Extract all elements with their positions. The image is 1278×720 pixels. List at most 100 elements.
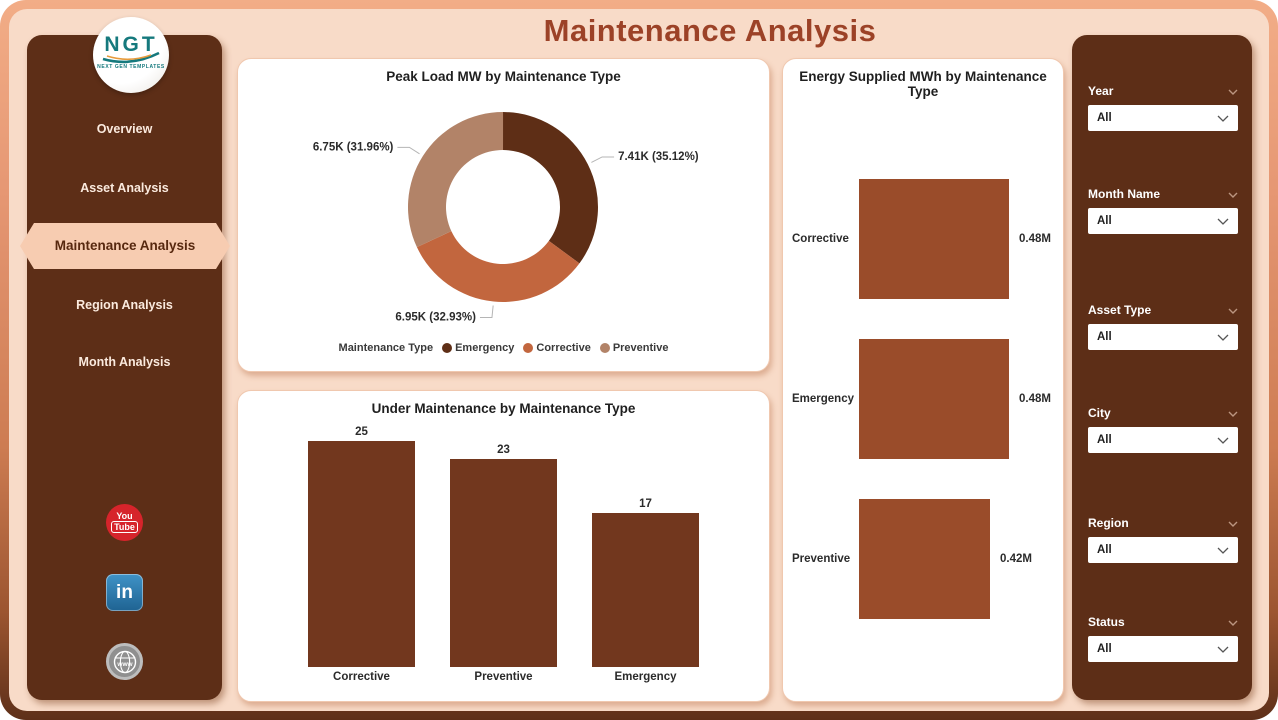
svg-text:www: www (116, 661, 133, 668)
bar-value-label: 25 (355, 426, 368, 438)
label-leader-line (479, 305, 494, 318)
youtube-text: You (116, 511, 133, 521)
filter-year-dropdown[interactable]: All (1088, 105, 1238, 131)
filter-city-dropdown[interactable]: All (1088, 427, 1238, 453)
chevron-down-icon[interactable] (1228, 404, 1238, 422)
chevron-down-icon[interactable] (1228, 514, 1238, 532)
filter-header: Region (1088, 514, 1238, 532)
logo-text: NGT (104, 33, 158, 56)
bar-corrective[interactable] (859, 179, 1009, 299)
filter-selected-value: All (1097, 544, 1112, 556)
peak-load-card: Peak Load MW by Maintenance Type 7.41K (… (237, 58, 770, 372)
energy-supplied-card: Energy Supplied MWh by Maintenance Type … (782, 58, 1064, 702)
sidebar-item-label: Region Analysis (76, 298, 173, 312)
chevron-down-icon (1217, 109, 1229, 127)
bar-emergency[interactable] (859, 339, 1009, 459)
logo-swoosh-icon (102, 51, 160, 64)
bar-category-label: Emergency (792, 393, 855, 405)
filter-header: Status (1088, 613, 1238, 631)
sidebar-item-asset-analysis[interactable]: Asset Analysis (27, 176, 222, 200)
donut-slice-preventive[interactable] (408, 111, 504, 248)
filter-city: City All (1088, 404, 1238, 453)
bar-value-label: 0.42M (1000, 553, 1032, 565)
linkedin-icon[interactable]: in (106, 574, 143, 611)
energy-supplied-bar-chart: Corrective 0.48M Emergency 0.48M Preventive 0… (783, 179, 1063, 659)
page-title: Maintenance Analysis (543, 13, 877, 48)
filter-status-dropdown[interactable]: All (1088, 636, 1238, 662)
peak-load-donut-chart[interactable]: 7.41K (35.12%) 6.95K (32.93%) 6.75K (31.96… (238, 87, 769, 337)
website-icon[interactable]: www (106, 643, 143, 680)
chevron-down-icon[interactable] (1228, 613, 1238, 631)
bar-value-label: 0.48M (1019, 233, 1051, 245)
legend-label: Preventive (612, 342, 669, 354)
bar-row-emergency: Emergency 0.48M (783, 339, 1063, 459)
legend-item-corrective[interactable]: Corrective (523, 342, 591, 354)
label-leader-line (397, 146, 420, 155)
filter-selected-value: All (1097, 434, 1112, 446)
bar-value-label: 0.48M (1019, 393, 1051, 405)
chevron-down-icon (1217, 431, 1229, 449)
filter-label: Year (1088, 84, 1114, 98)
bar-row-preventive: Preventive 0.42M (783, 499, 1063, 619)
chevron-down-icon (1217, 328, 1229, 346)
bar-column-preventive: 23 Preventive (450, 444, 557, 687)
linkedin-text: in (116, 581, 133, 603)
bar-category-label: Preventive (474, 671, 533, 683)
filter-header: Month Name (1088, 185, 1238, 203)
filter-panel: Year All Month Name All Asset Type All City All… (1072, 35, 1252, 700)
sidebar-item-maintenance-analysis[interactable]: Maintenance Analysis (20, 223, 230, 269)
filter-region: Region All (1088, 514, 1238, 563)
bar-preventive[interactable] (450, 459, 557, 667)
bar-preventive[interactable] (859, 499, 990, 619)
logo-subtext: NEXT GEN TEMPLATES (97, 64, 165, 70)
legend-dot (599, 343, 610, 353)
donut-slice-corrective[interactable] (416, 231, 580, 302)
chevron-down-icon[interactable] (1228, 301, 1238, 319)
chevron-down-icon[interactable] (1228, 185, 1238, 203)
sidebar-item-label: Month Analysis (78, 355, 171, 369)
peak-load-title: Peak Load MW by Maintenance Type (386, 69, 621, 84)
sidebar-item-overview[interactable]: Overview (27, 117, 222, 141)
chevron-down-icon (1217, 541, 1229, 559)
filter-asset-type-dropdown[interactable]: All (1088, 324, 1238, 350)
filter-label: Asset Type (1088, 303, 1152, 317)
filter-status: Status All (1088, 613, 1238, 662)
youtube-icon[interactable]: You Tube (106, 504, 143, 541)
donut-slice-emergency[interactable] (503, 112, 598, 264)
bar-category-label: Corrective (792, 233, 849, 245)
filter-month-name: Month Name All (1088, 185, 1238, 234)
chart-legend: Maintenance Type Emergency Corrective Preve… (238, 342, 769, 354)
filter-selected-value: All (1097, 643, 1112, 655)
label-leader-line (591, 156, 615, 163)
filter-header: Year (1088, 82, 1238, 100)
left-sidebar: NGT NEXT GEN TEMPLATES Overview Asset Ana… (27, 17, 222, 700)
sidebar-item-label: Overview (96, 122, 153, 136)
sidebar-item-region-analysis[interactable]: Region Analysis (27, 293, 222, 317)
legend-dot (442, 343, 453, 353)
legend-label: Corrective (536, 342, 591, 354)
chevron-down-icon (1217, 640, 1229, 658)
sidebar-item-label: Asset Analysis (80, 181, 169, 195)
donut-data-label: 6.75K (31.96%) (313, 141, 394, 153)
legend-item-emergency[interactable]: Emergency (442, 342, 514, 354)
filter-selected-value: All (1097, 331, 1112, 343)
filter-month-name-dropdown[interactable]: All (1088, 208, 1238, 234)
donut-data-label: 6.95K (32.93%) (395, 311, 476, 323)
sidebar-item-month-analysis[interactable]: Month Analysis (27, 350, 222, 374)
bar-category-label: Corrective (333, 671, 390, 683)
under-maintenance-bar-chart: 25 Corrective 23 Preventive 17 Emergency (238, 421, 769, 687)
under-maintenance-card: Under Maintenance by Maintenance Type 25… (237, 390, 770, 702)
legend-item-preventive[interactable]: Preventive (599, 342, 669, 354)
bar-row-corrective: Corrective 0.48M (783, 179, 1063, 299)
bar-corrective[interactable] (308, 441, 415, 667)
filter-region-dropdown[interactable]: All (1088, 537, 1238, 563)
ngt-logo: NGT NEXT GEN TEMPLATES (93, 17, 169, 93)
under-maintenance-title: Under Maintenance by Maintenance Type (371, 401, 636, 416)
donut-data-label: 7.41K (35.12%) (618, 151, 699, 163)
sidebar-item-label: Maintenance Analysis (54, 238, 196, 253)
legend-title: Maintenance Type (338, 342, 434, 354)
filter-asset-type: Asset Type All (1088, 301, 1238, 350)
bar-emergency[interactable] (592, 513, 699, 667)
chevron-down-icon[interactable] (1228, 82, 1238, 100)
